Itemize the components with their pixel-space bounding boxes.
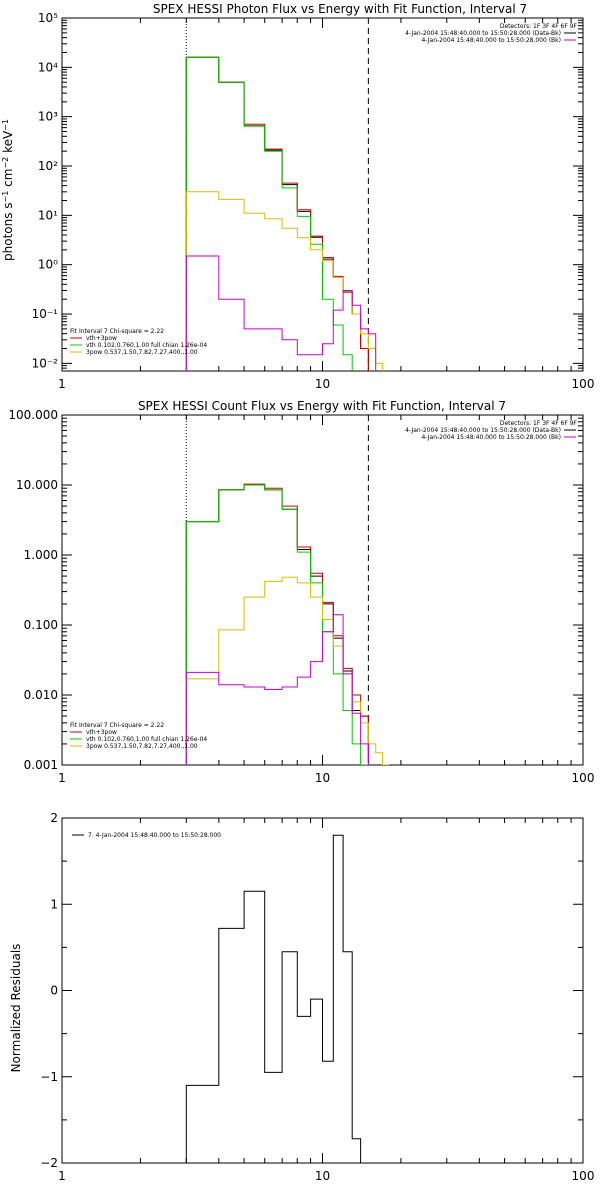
x-tick-label: 10 — [315, 377, 330, 391]
y-tick-label: 0.001 — [24, 758, 58, 772]
x-tick-label: 10 — [315, 1169, 330, 1183]
legend-detectors: Detectors: 1F 3F 4F 6F 9F — [500, 23, 578, 30]
series-vth-line — [185, 484, 369, 765]
x-tick-label: 1 — [58, 377, 66, 391]
series-3pow-line — [185, 191, 383, 371]
legend-entry-label: 4-Jan-2004 15:48:40.000 to 15:50:28.000 … — [405, 427, 561, 434]
legend-fit-header: Fit Interval 7 Chi-square = 2.22 — [70, 328, 164, 335]
series-bk-line — [185, 614, 369, 765]
y-tick-label: 0 — [50, 984, 58, 998]
x-tick-label: 1 — [58, 771, 66, 785]
series-bk-line — [185, 255, 377, 371]
count-flux-title: SPEX HESSI Count Flux vs Energy with Fit… — [138, 399, 506, 413]
legend-entry-label: vth 0.102,0.760,1.00 full chian 1.26e-04 — [86, 342, 207, 349]
legend-entry-label: 3pow 0.537,1.50,7.82,7.27,400.,1.00 — [86, 743, 198, 750]
x-tick-label: 100 — [572, 771, 595, 785]
legend-entry-label: 4-Jan-2004 15:48:40.000 to 15:50:28.000 … — [421, 37, 561, 44]
residuals-ylabel: Normalized Residuals — [9, 944, 23, 1073]
x-tick-label: 10 — [315, 771, 330, 785]
y-tick-label: 10³ — [38, 110, 58, 124]
series-vth-line — [185, 56, 353, 371]
y-tick-label: −1 — [40, 1070, 58, 1084]
legend-entry-label: vth+3pow — [86, 335, 117, 342]
y-tick-label: 0.010 — [24, 688, 58, 702]
legend-entry-label: 4-Jan-2004 15:48:40.000 to 15:50:28.000 … — [405, 30, 561, 37]
plot-frame — [61, 17, 584, 372]
legend-detectors: Detectors: 1F 3F 4F 6F 9F — [500, 420, 578, 427]
y-tick-label: 100.000 — [8, 408, 58, 422]
y-tick-label: 10.000 — [16, 478, 58, 492]
legend-entry-label: vth 0.102,0.760,1.00 full chian 1.26e-04 — [86, 736, 207, 743]
series-vth_plus_3pow-line — [185, 56, 369, 371]
legend-entry-label: 7. 4-Jan-2004 15:48:40.000 to 15:50:28.0… — [88, 832, 221, 839]
y-tick-label: 10⁻¹ — [32, 307, 59, 321]
legend-entry-label: vth+3pow — [86, 729, 117, 736]
series-data-line — [185, 834, 362, 1163]
y-tick-label: −2 — [40, 1156, 58, 1170]
y-tick-label: 10² — [38, 159, 58, 173]
legend-fit-header: Fit Interval 7 Chi-square = 2.22 — [70, 722, 164, 729]
series-3pow-line — [185, 576, 390, 765]
photon-flux-panel: SPEX HESSI Photon Flux vs Energy with Fi… — [1, 2, 595, 391]
series-data-line — [185, 484, 369, 765]
y-tick-label: 10⁵ — [38, 11, 58, 25]
residuals-panel: Normalized Residuals 1 10 100 −2 −1 0 1 2 7. 4-J… — [9, 811, 594, 1183]
x-tick-label: 1 — [58, 1169, 66, 1183]
legend-entry-label: 4-Jan-2004 15:48:40.000 to 15:50:28.000 … — [421, 434, 561, 441]
series-vth_plus_3pow-line — [185, 483, 369, 765]
photon-flux-title: SPEX HESSI Photon Flux vs Energy with Fi… — [153, 2, 527, 16]
y-tick-label: 1 — [50, 897, 58, 911]
y-tick-label: 2 — [50, 811, 58, 825]
y-tick-label: 10⁻² — [32, 356, 59, 370]
photon-flux-ylabel: photons s−1 cm−2 keV−1 — [1, 119, 16, 261]
y-tick-label: 10¹ — [38, 208, 58, 222]
series-data-line — [185, 56, 369, 371]
plot-frame — [61, 817, 584, 1164]
y-tick-label: 10⁴ — [38, 60, 58, 74]
y-tick-label: 1.000 — [24, 548, 58, 562]
count-flux-panel: SPEX HESSI Count Flux vs Energy with Fit… — [8, 399, 594, 785]
legend-entry-label: 3pow 0.537,1.50,7.82,7.27,400.,1.00 — [86, 349, 198, 356]
y-tick-label: 10⁰ — [38, 258, 58, 272]
x-tick-label: 100 — [572, 377, 595, 391]
x-tick-label: 100 — [572, 1169, 595, 1183]
y-tick-label: 0.100 — [24, 618, 58, 632]
